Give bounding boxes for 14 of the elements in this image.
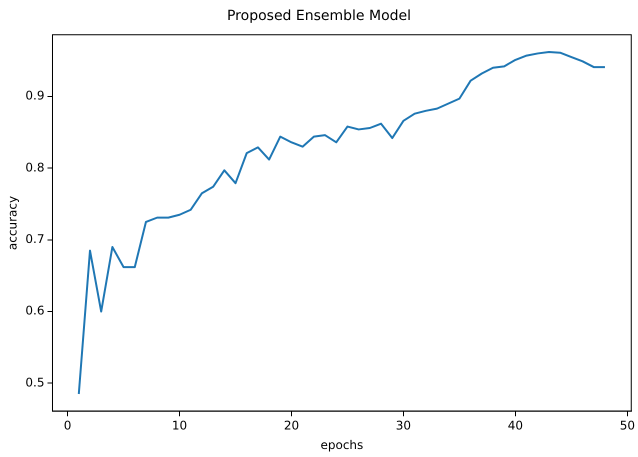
chart-title: Proposed Ensemble Model xyxy=(226,8,412,24)
y-tick-label: 0.8 xyxy=(25,160,44,174)
y-tick-label: 0.6 xyxy=(25,304,44,318)
y-tick-label: 0.5 xyxy=(25,375,44,390)
x-tick-label: 20 xyxy=(284,418,300,433)
y-tick-label: 0.9 xyxy=(25,88,44,103)
x-tick-label: 0 xyxy=(64,418,72,433)
y-axis-title: accuracy xyxy=(5,196,20,250)
y-tick-label: 0.7 xyxy=(25,232,44,246)
x-tick-label: 40 xyxy=(508,418,524,433)
x-tick-label: 30 xyxy=(396,418,412,433)
x-tick-label: 50 xyxy=(620,418,635,433)
x-axis-title: epochs xyxy=(320,438,364,452)
x-tick-label: 10 xyxy=(172,418,188,433)
